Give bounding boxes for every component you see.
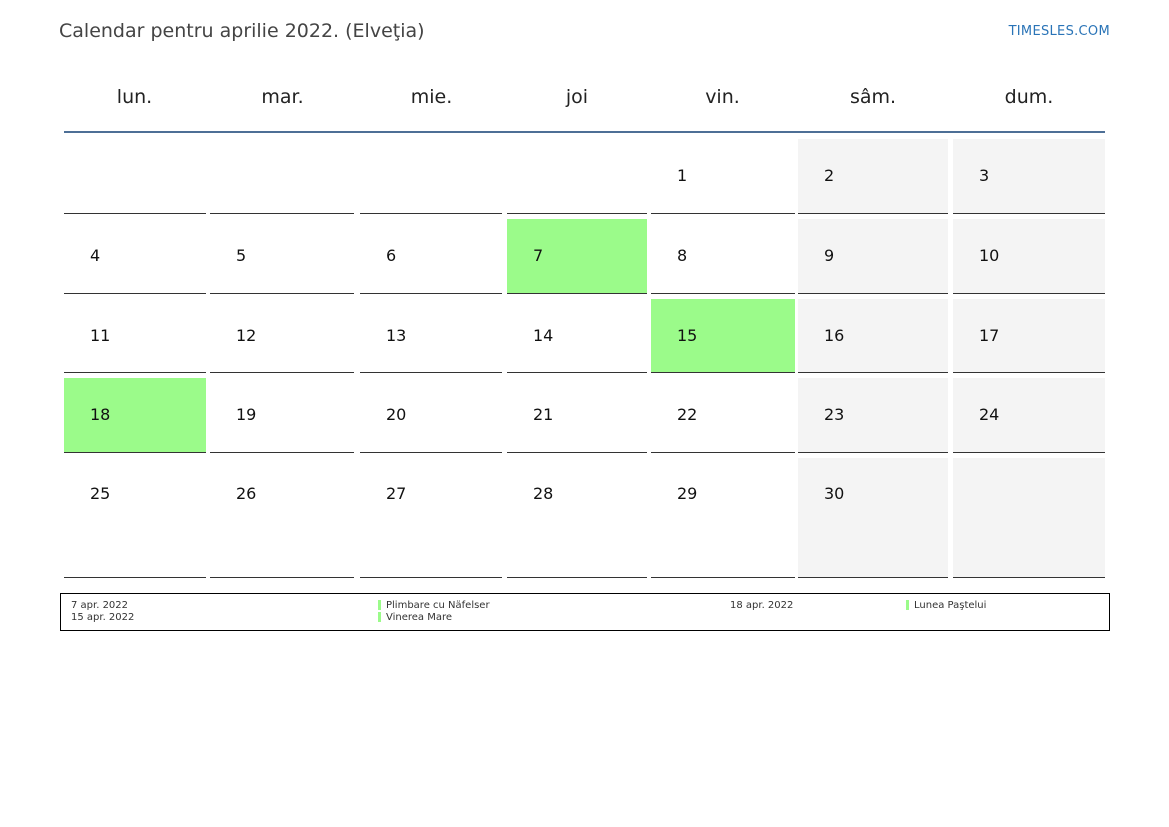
holiday-legend: 7 apr. 2022 15 apr. 2022 Plimbare cu Näf… xyxy=(60,593,1110,631)
weekday-mon: lun. xyxy=(116,86,153,108)
day-number: 30 xyxy=(824,484,845,503)
day-cell: 19 xyxy=(210,378,354,453)
day-number: 25 xyxy=(90,484,111,503)
day-cell: 16 xyxy=(798,299,948,373)
day-number: 26 xyxy=(236,484,257,503)
legend-holiday-name: Vinerea Mare xyxy=(386,612,453,623)
empty-day-cell xyxy=(953,458,1105,578)
day-cell: 30 xyxy=(798,458,948,578)
day-number: 18 xyxy=(90,405,111,424)
day-cell: 15 xyxy=(651,299,795,373)
day-number: 1 xyxy=(677,166,688,185)
day-cell: 14 xyxy=(507,299,647,373)
day-number: 10 xyxy=(979,246,1000,265)
day-cell: 17 xyxy=(953,299,1105,373)
day-number: 2 xyxy=(824,166,835,185)
day-cell: 5 xyxy=(210,219,354,294)
day-number: 28 xyxy=(533,484,554,503)
day-cell: 18 xyxy=(64,378,206,453)
day-number: 17 xyxy=(979,326,1000,345)
legend-holiday-name: Plimbare cu Näfelser xyxy=(386,600,490,611)
day-number: 4 xyxy=(90,246,101,265)
site-link[interactable]: TIMESLES.COM xyxy=(1008,24,1110,39)
day-cell: 13 xyxy=(360,299,502,373)
day-number: 11 xyxy=(90,326,111,345)
legend-color-marker xyxy=(378,612,381,622)
day-number: 20 xyxy=(386,405,407,424)
day-cell: 6 xyxy=(360,219,502,294)
day-number: 19 xyxy=(236,405,257,424)
day-cell: 20 xyxy=(360,378,502,453)
weekday-header: lun. mar. mie. joi vin. sâm. dum. xyxy=(0,86,1169,116)
day-number: 21 xyxy=(533,405,554,424)
day-number: 7 xyxy=(533,246,544,265)
day-number: 29 xyxy=(677,484,698,503)
day-number: 16 xyxy=(824,326,845,345)
day-cell: 25 xyxy=(64,458,206,578)
day-cell: 1 xyxy=(651,139,795,214)
day-number: 14 xyxy=(533,326,554,345)
day-cell: 9 xyxy=(798,219,948,294)
weekday-tue: mar. xyxy=(261,86,304,108)
day-cell: 3 xyxy=(953,139,1105,214)
weekday-wed: mie. xyxy=(410,86,453,108)
day-number: 22 xyxy=(677,405,698,424)
day-cell: 27 xyxy=(360,458,502,578)
legend-color-marker xyxy=(378,600,381,610)
page-title: Calendar pentru aprilie 2022. (Elveţia) xyxy=(59,20,425,42)
legend-holiday-name: Lunea Paştelui xyxy=(914,600,987,611)
day-cell: 4 xyxy=(64,219,206,294)
day-cell: 8 xyxy=(651,219,795,294)
weekday-fri: vin. xyxy=(705,86,740,108)
day-cell: 22 xyxy=(651,378,795,453)
day-cell: 12 xyxy=(210,299,354,373)
day-cell: 11 xyxy=(64,299,206,373)
day-number: 6 xyxy=(386,246,397,265)
day-number: 5 xyxy=(236,246,247,265)
empty-day-cell xyxy=(507,139,647,214)
day-number: 13 xyxy=(386,326,407,345)
legend-date: 15 apr. 2022 xyxy=(71,612,135,623)
day-cell: 29 xyxy=(651,458,795,578)
weekday-sat: sâm. xyxy=(849,86,897,108)
day-cell: 10 xyxy=(953,219,1105,294)
day-number: 9 xyxy=(824,246,835,265)
empty-day-cell xyxy=(210,139,354,214)
day-cell: 24 xyxy=(953,378,1105,453)
day-number: 3 xyxy=(979,166,990,185)
legend-date: 7 apr. 2022 xyxy=(71,600,129,611)
legend-date: 18 apr. 2022 xyxy=(730,600,794,611)
day-number: 24 xyxy=(979,405,1000,424)
day-cell: 23 xyxy=(798,378,948,453)
day-number: 8 xyxy=(677,246,688,265)
empty-day-cell xyxy=(360,139,502,214)
day-cell: 28 xyxy=(507,458,647,578)
weekday-sun: dum. xyxy=(1004,86,1054,108)
day-cell: 2 xyxy=(798,139,948,214)
day-number: 12 xyxy=(236,326,257,345)
day-cell: 21 xyxy=(507,378,647,453)
weekday-thu: joi xyxy=(565,86,589,108)
legend-color-marker xyxy=(906,600,909,610)
empty-day-cell xyxy=(64,139,206,214)
header-divider xyxy=(64,131,1105,133)
day-number: 15 xyxy=(677,326,698,345)
day-cell: 26 xyxy=(210,458,354,578)
day-cell: 7 xyxy=(507,219,647,294)
day-number: 27 xyxy=(386,484,407,503)
day-number: 23 xyxy=(824,405,845,424)
